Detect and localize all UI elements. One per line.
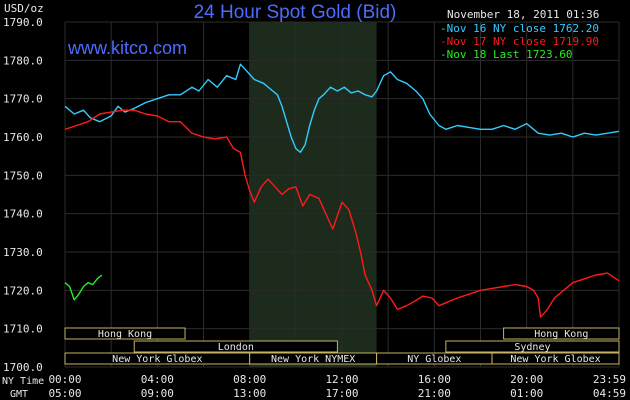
session-label: New York NYMEX xyxy=(271,354,355,365)
series-line-3 xyxy=(64,274,103,301)
gmt-tick-label: 05:00 xyxy=(48,387,81,400)
session-label: Sydney xyxy=(514,342,550,353)
y-tick-label: 1770.0 xyxy=(3,93,43,106)
y-tick-label: 1740.0 xyxy=(3,208,43,221)
y-tick-label: 1730.0 xyxy=(3,246,43,259)
unit-label: USD/oz xyxy=(4,2,44,15)
legend-entry: -Nov 18 Last 1723.60 xyxy=(440,48,572,61)
site-label: www.kitco.com xyxy=(67,38,187,58)
ny-time-label: NY Time xyxy=(2,376,44,387)
series-line-2 xyxy=(64,109,620,318)
y-tick-labels: 1700.0 1710.0 1720.0 1730.0 1740.0 1750.0 1760… xyxy=(3,16,43,374)
session-label: New York Globex xyxy=(112,354,202,365)
y-tick-label: 1710.0 xyxy=(3,323,43,336)
legend: -Nov 16 NY close 1762.20-Nov 17 NY close… xyxy=(440,22,599,61)
ny-tick-label: 08:00 xyxy=(233,373,266,386)
session-bars: Hong Kong London New York Globex New York N… xyxy=(64,327,620,365)
ny-tick-label: 23:59 xyxy=(593,373,626,386)
session-label: NY Globex xyxy=(407,354,461,365)
legend-entry: -Nov 17 NY close 1719.90 xyxy=(440,35,599,48)
ny-tick-label: 00:00 xyxy=(48,373,81,386)
session-bar xyxy=(133,340,338,353)
session-bar xyxy=(64,327,186,340)
gmt-tick-label: 13:00 xyxy=(233,387,266,400)
session-bar xyxy=(445,340,620,353)
session-bar xyxy=(491,352,620,365)
gmt-tick-label: 01:00 xyxy=(510,387,543,400)
series-lines xyxy=(64,63,620,318)
session-label: New York Globex xyxy=(510,354,600,365)
gmt-tick-label: 04:59 xyxy=(593,387,626,400)
y-tick-label: 1780.0 xyxy=(3,54,43,67)
ny-tick-label: 12:00 xyxy=(325,373,358,386)
y-tick-label: 1700.0 xyxy=(3,361,43,374)
gmt-label: GMT xyxy=(10,389,28,400)
gmt-tick-label: 09:00 xyxy=(141,387,174,400)
y-tick-label: 1720.0 xyxy=(3,284,43,297)
nymex-session-highlight xyxy=(249,22,377,367)
session-label: London xyxy=(218,342,254,353)
y-tick-label: 1760.0 xyxy=(3,131,43,144)
session-label: Hong Kong xyxy=(534,329,588,340)
ny-tick-label: 20:00 xyxy=(510,373,543,386)
gmt-tick-label: 17:00 xyxy=(325,387,358,400)
gmt-tick-label: 21:00 xyxy=(418,387,451,400)
y-tick-label: 1790.0 xyxy=(3,16,43,29)
chart-date: November 18, 2011 01:36 xyxy=(447,8,599,21)
legend-entry: -Nov 16 NY close 1762.20 xyxy=(440,22,599,35)
ny-tick-label: 16:00 xyxy=(418,373,451,386)
ny-tick-label: 04:00 xyxy=(141,373,174,386)
x-tick-labels: 00:00 04:00 08:00 12:00 16:00 20:00 23:59 05:00… xyxy=(48,373,626,400)
session-bar xyxy=(503,327,620,340)
series-line-1 xyxy=(64,63,620,153)
chart-title: 24 Hour Spot Gold (Bid) xyxy=(194,2,397,23)
y-tick-label: 1750.0 xyxy=(3,169,43,182)
session-label: Hong Kong xyxy=(98,329,152,340)
